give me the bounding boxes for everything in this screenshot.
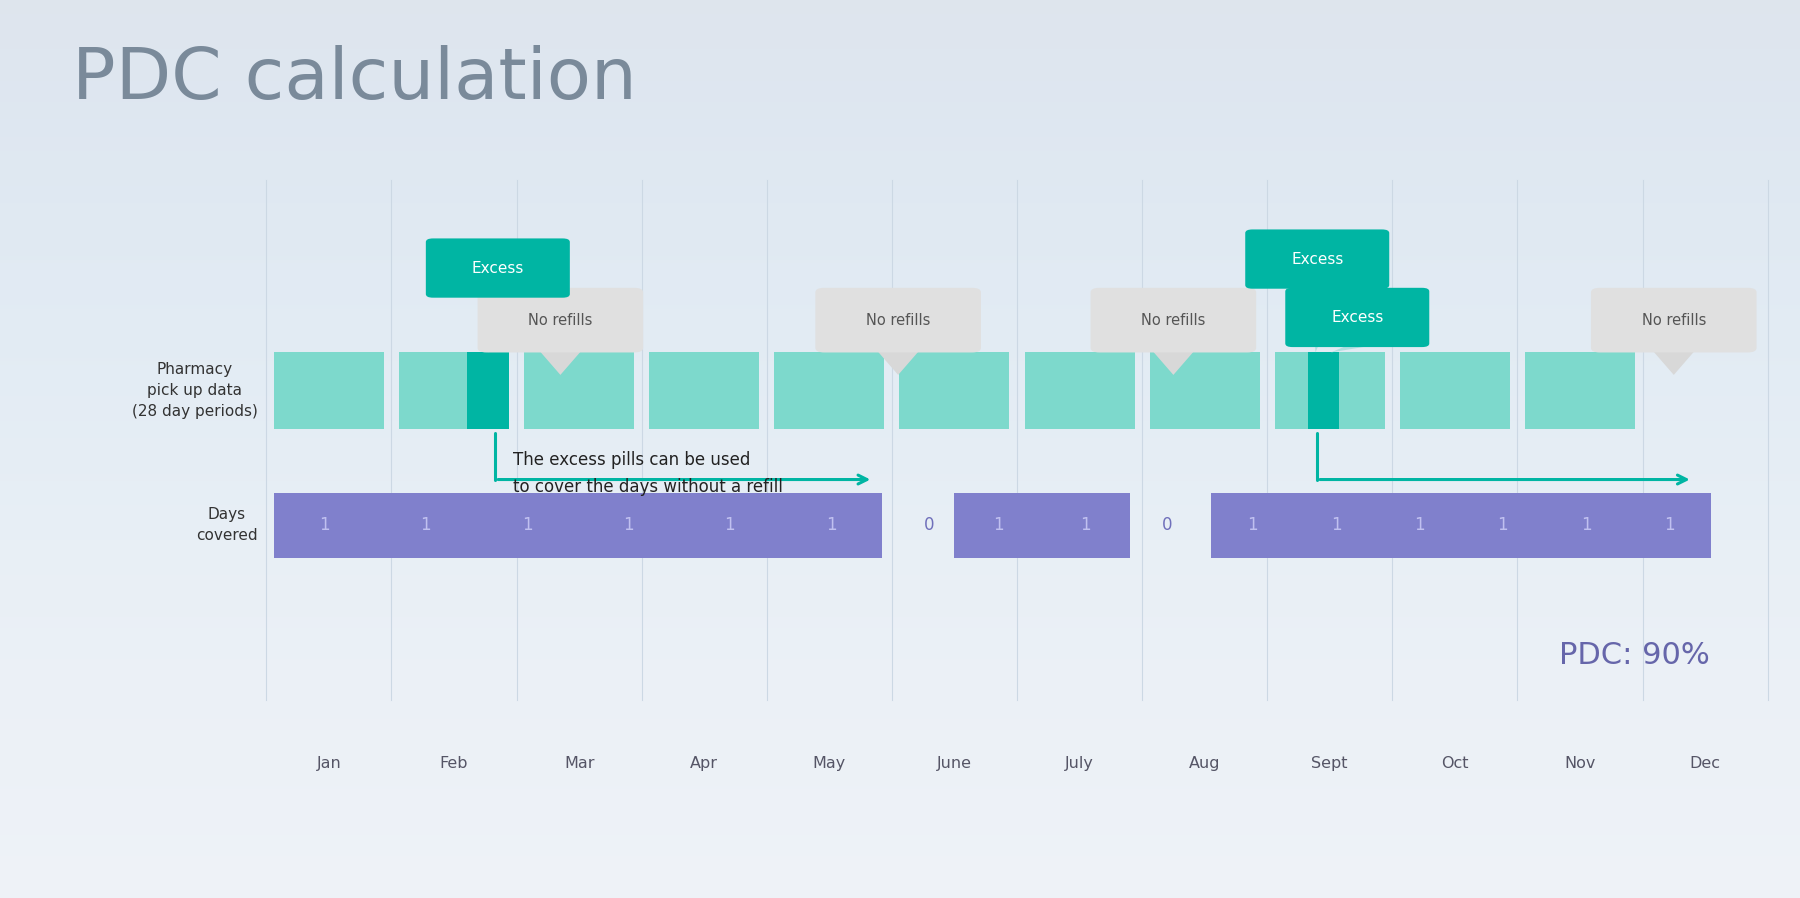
Text: 1: 1 [1498,516,1508,534]
Bar [1309,353,1323,429]
Text: 1: 1 [623,516,634,534]
FancyBboxPatch shape [1091,288,1256,353]
Bar [1525,353,1634,429]
Text: 0: 0 [923,516,934,534]
Polygon shape [1330,344,1384,353]
Text: Mar: Mar [563,756,594,770]
FancyBboxPatch shape [1246,230,1390,289]
Text: Feb: Feb [439,756,468,770]
Text: 1: 1 [1665,516,1676,534]
Text: Apr: Apr [689,756,718,770]
Polygon shape [875,348,922,375]
Bar [400,353,468,429]
Text: Dec: Dec [1690,756,1721,770]
Text: 1: 1 [994,516,1004,534]
Bar [1339,353,1384,429]
Text: 1: 1 [522,516,533,534]
Polygon shape [488,295,526,353]
Text: 1: 1 [1415,516,1426,534]
Text: July: July [1066,756,1094,770]
FancyBboxPatch shape [815,288,981,353]
Bar [1400,353,1510,429]
Bar [1274,353,1309,429]
FancyBboxPatch shape [1591,288,1757,353]
Text: Days
covered: Days covered [196,507,257,543]
Polygon shape [1150,348,1197,375]
Text: Excess: Excess [472,260,524,276]
Text: 1: 1 [826,516,837,534]
Text: Oct: Oct [1442,756,1469,770]
Bar [1323,353,1339,429]
Text: 1: 1 [1330,516,1341,534]
Bar [954,493,1130,558]
Bar [1150,353,1260,429]
Text: 1: 1 [1080,516,1091,534]
Bar [650,353,760,429]
Text: Jan: Jan [317,756,342,770]
Text: The excess pills can be used
to cover the days without a refill: The excess pills can be used to cover th… [513,452,783,496]
Text: Sept: Sept [1312,756,1348,770]
Text: 1: 1 [1580,516,1591,534]
Text: 1: 1 [319,516,329,534]
Polygon shape [1312,286,1345,353]
Text: No refills: No refills [527,313,592,328]
Bar [524,353,634,429]
Text: No refills: No refills [1141,313,1206,328]
FancyBboxPatch shape [477,288,643,353]
Text: Aug: Aug [1190,756,1220,770]
Bar [1024,353,1134,429]
Text: PDC calculation: PDC calculation [72,45,637,114]
Bar [774,353,884,429]
Text: Excess: Excess [1291,251,1343,267]
Text: Excess: Excess [1330,310,1384,325]
Bar [1211,493,1712,558]
Polygon shape [536,348,583,375]
Text: 1: 1 [421,516,432,534]
Bar [468,353,509,429]
Bar [274,353,383,429]
Text: Pharmacy
pick up data
(28 day periods): Pharmacy pick up data (28 day periods) [131,362,257,419]
Text: 0: 0 [1161,516,1172,534]
Text: No refills: No refills [866,313,931,328]
Text: Nov: Nov [1564,756,1595,770]
FancyBboxPatch shape [427,239,571,298]
Text: No refills: No refills [1642,313,1706,328]
Text: 1: 1 [725,516,734,534]
FancyBboxPatch shape [1285,287,1429,348]
Text: May: May [814,756,846,770]
Text: 1: 1 [1247,516,1258,534]
Text: June: June [938,756,972,770]
Bar [900,353,1010,429]
Text: PDC: 90%: PDC: 90% [1559,641,1710,670]
Bar [274,493,882,558]
Polygon shape [1651,348,1697,375]
